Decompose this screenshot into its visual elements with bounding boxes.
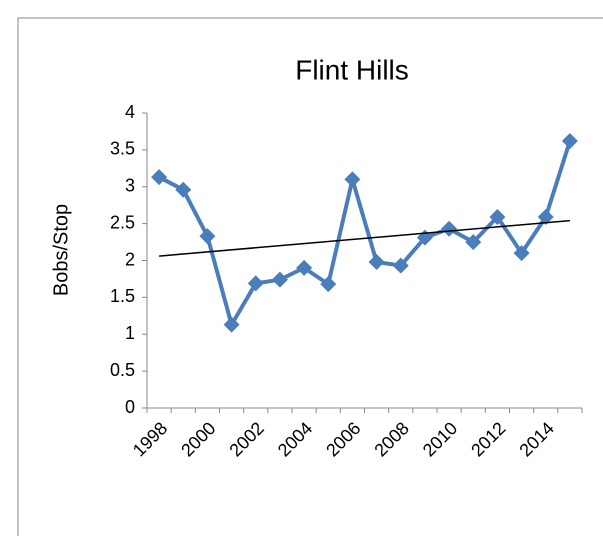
x-tick-label: 2006 [322,418,364,460]
chart-border [17,17,603,536]
y-tick-label: 2 [125,249,135,269]
data-point [344,171,361,188]
y-tick-label: 4 [125,102,135,122]
data-point [489,208,506,225]
x-tick-label: 2004 [274,418,316,460]
data-line [158,140,572,327]
x-tick-label: 1998 [129,418,171,460]
x-tick-label: 2014 [515,418,557,460]
x-tick-label: 2000 [177,418,219,460]
data-point [175,181,192,198]
x-tick-label: 2010 [419,418,461,460]
x-tick-label: 2008 [370,418,412,460]
y-tick-label: 1.5 [110,286,135,306]
data-point [296,259,313,276]
data-point [223,316,240,333]
x-tick-label: 2012 [467,418,509,460]
y-tick-label: 3.5 [110,139,135,159]
y-axis-label: Bobs/Stop [50,204,72,296]
data-point [537,208,554,225]
data-point [561,133,578,150]
data-point [151,169,168,186]
trendline [159,219,570,257]
y-tick-label: 0 [125,397,135,417]
data-point [247,275,264,292]
y-tick-label: 3 [125,176,135,196]
data-point [199,228,216,245]
data-point [513,245,530,262]
data-point [441,220,458,237]
x-tick-label: 2002 [225,418,267,460]
y-tick-label: 2.5 [110,212,135,232]
data-point [271,271,288,288]
chart-title: Flint Hills [295,54,409,85]
data-point [392,257,409,274]
y-tick-label: 1 [125,323,135,343]
y-tick-label: 0.5 [110,360,135,380]
data-point [368,253,385,270]
data-point [320,276,337,293]
data-point [465,234,482,251]
